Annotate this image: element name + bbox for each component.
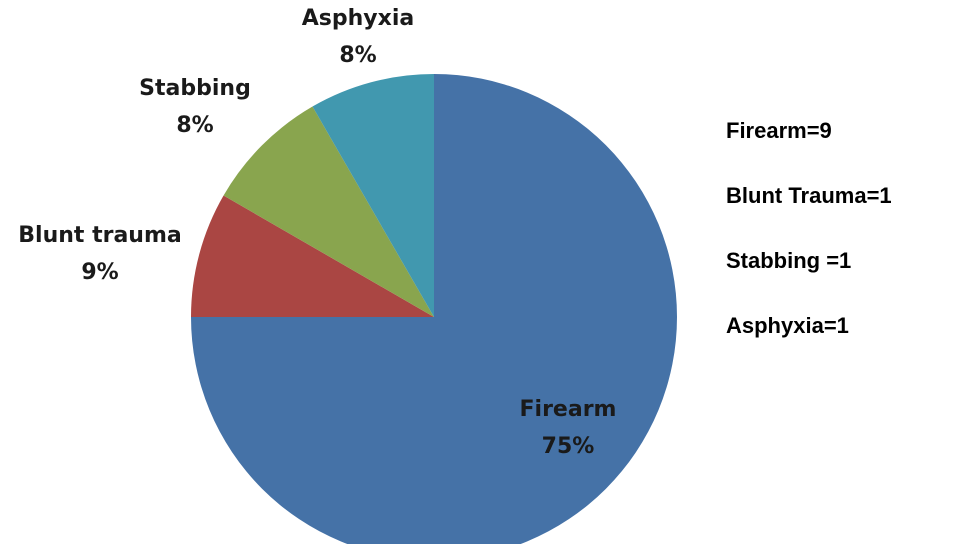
slice-label-blunt-trauma: Blunt trauma: [18, 223, 181, 248]
slice-label-asphyxia: Asphyxia: [302, 6, 414, 31]
pie-slice-asphyxia: [312, 74, 434, 317]
pie-slices: [191, 74, 677, 544]
counts-annotation: Firearm=9 Blunt Trauma=1 Stabbing =1 Asp…: [726, 118, 892, 378]
pie-slice-stabbing: [223, 106, 434, 318]
slice-percent-stabbing: 8%: [176, 113, 213, 138]
slice-percent-blunt-trauma: 9%: [81, 260, 118, 285]
slice-labels: Firearm 75% Blunt trauma 9% Stabbing 8% Asphyx…: [18, 6, 616, 459]
pie-slice-firearm: [191, 74, 677, 544]
slice-percent-asphyxia: 8%: [339, 43, 376, 68]
annotation-blunt-trauma: Blunt Trauma=1: [726, 183, 892, 208]
annotation-firearm: Firearm=9: [726, 118, 832, 143]
slice-label-firearm: Firearm: [520, 397, 617, 422]
pie-slice-blunt-trauma: [191, 195, 434, 317]
slice-percent-firearm: 75%: [542, 434, 595, 459]
annotation-asphyxia: Asphyxia=1: [726, 313, 849, 338]
annotation-stabbing: Stabbing =1: [726, 248, 852, 273]
slice-label-stabbing: Stabbing: [139, 76, 251, 101]
